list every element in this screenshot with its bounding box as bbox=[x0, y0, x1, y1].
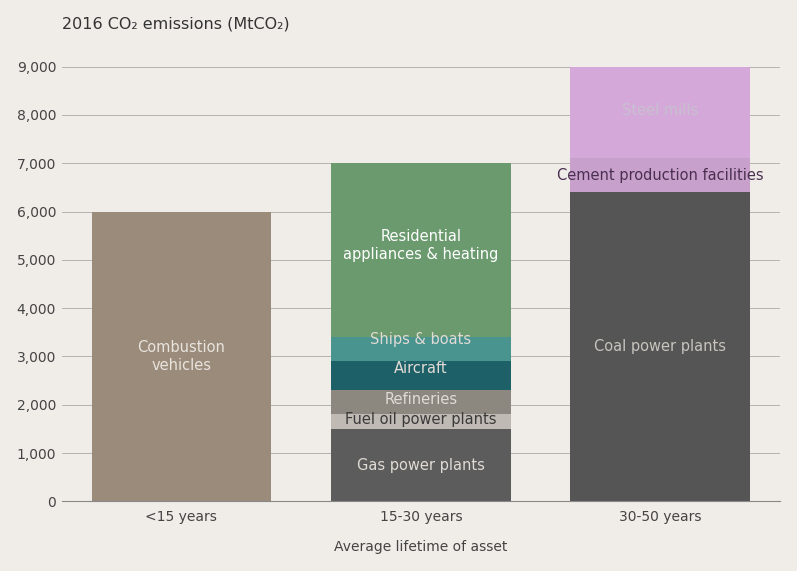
Text: Steel mills: Steel mills bbox=[622, 103, 698, 118]
Bar bbox=[571, 192, 750, 501]
Text: Coal power plants: Coal power plants bbox=[595, 339, 726, 354]
X-axis label: Average lifetime of asset: Average lifetime of asset bbox=[334, 540, 508, 554]
Bar bbox=[331, 361, 511, 390]
Text: Gas power plants: Gas power plants bbox=[357, 457, 485, 473]
Bar bbox=[331, 415, 511, 429]
Text: Residential
appliances & heating: Residential appliances & heating bbox=[344, 228, 499, 262]
Text: Fuel oil power plants: Fuel oil power plants bbox=[345, 412, 497, 427]
Bar bbox=[331, 429, 511, 501]
Text: Aircraft: Aircraft bbox=[394, 361, 448, 376]
Bar bbox=[331, 337, 511, 361]
Text: Combustion
vehicles: Combustion vehicles bbox=[138, 340, 226, 373]
Bar bbox=[331, 163, 511, 337]
Text: Refineries: Refineries bbox=[384, 392, 457, 408]
Bar bbox=[331, 390, 511, 415]
Bar bbox=[92, 212, 271, 501]
Bar bbox=[571, 67, 750, 159]
Text: Ships & boats: Ships & boats bbox=[371, 332, 471, 347]
Bar bbox=[571, 159, 750, 192]
Text: 2016 CO₂ emissions (MtCO₂): 2016 CO₂ emissions (MtCO₂) bbox=[61, 17, 289, 31]
Text: Cement production facilities: Cement production facilities bbox=[557, 168, 764, 183]
